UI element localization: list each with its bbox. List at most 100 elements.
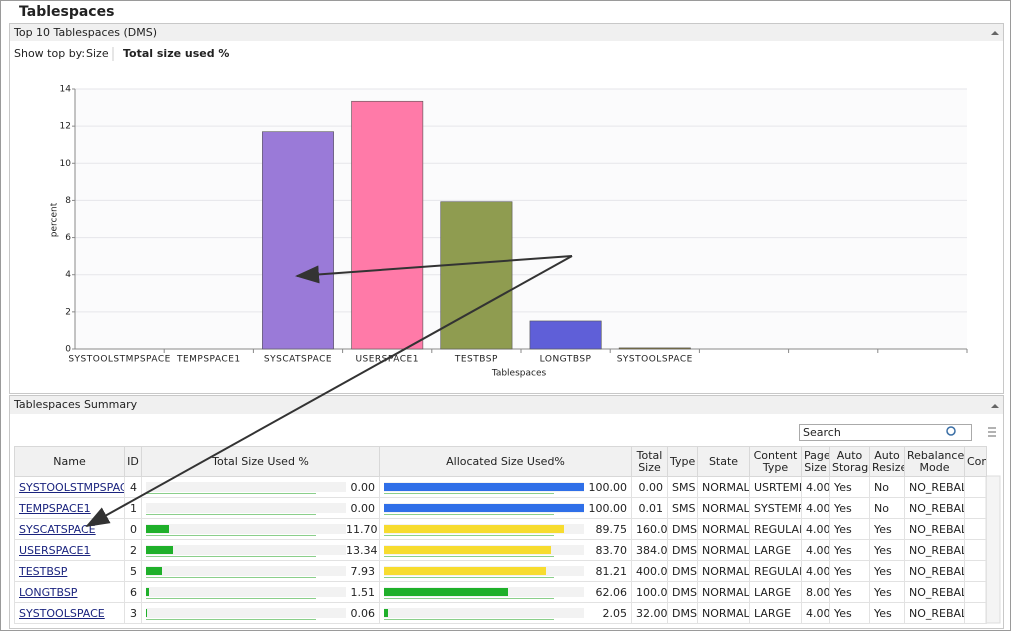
percent-cell: 100.00 (384, 481, 627, 494)
percent-cell: 11.70 (146, 523, 378, 536)
column-header[interactable]: Rebalancer Mode (904, 446, 965, 477)
option-used-pct[interactable]: Total size used % (123, 47, 229, 60)
column-header[interactable]: Con (964, 446, 987, 477)
plot-area (75, 89, 967, 349)
table-cell: 6 (124, 581, 142, 603)
table-cell: TEMPSPACE1 (14, 497, 125, 519)
bar (529, 320, 602, 350)
bar-underline (146, 514, 316, 515)
tablespace-link[interactable]: TESTBSP (19, 564, 68, 578)
percent-value: 81.21 (595, 564, 628, 578)
column-header[interactable]: Total Size Used % (141, 446, 380, 477)
table-cell: Yes (869, 581, 905, 603)
table-cell: 4.00 (801, 560, 830, 582)
bar (262, 131, 334, 350)
column-header[interactable]: Page Size (801, 446, 830, 477)
collapse-icon[interactable] (991, 404, 999, 408)
column-header[interactable]: Total Size (631, 446, 668, 477)
search-box[interactable] (799, 424, 972, 441)
table-cell: 62.06 (379, 581, 632, 603)
bar-track (146, 524, 346, 536)
table-row[interactable]: LONGTBSP 6 1.51 62.06100.00DMSNORMALLARGE8.… (14, 581, 987, 603)
x-tick-label: TESTBSP (454, 355, 498, 365)
allocated-bar (384, 504, 584, 512)
option-size[interactable]: Size (86, 47, 109, 60)
tablespace-link[interactable]: USERSPACE1 (19, 543, 91, 557)
bar-underline (384, 598, 554, 599)
column-header[interactable]: Auto Storage (829, 446, 870, 477)
table-cell: 13.34 (141, 539, 380, 561)
column-chooser[interactable] (988, 427, 996, 437)
table-cell: 0.01 (631, 497, 668, 519)
table-cell: Yes (829, 539, 870, 561)
table-cell: 1.51 (141, 581, 380, 603)
y-tick-label: 6 (65, 233, 71, 243)
tablespace-link[interactable]: SYSCATSPACE (19, 522, 96, 536)
table-cell: Yes (829, 581, 870, 603)
table-row[interactable]: USERSPACE1 2 13.34 83.70384.00DMSNORMALLARG… (14, 539, 987, 561)
table-cell: 1 (124, 497, 142, 519)
bar-underline (146, 556, 316, 557)
table-cell: REGULAR (749, 518, 802, 540)
column-header[interactable]: Allocated Size Used% (379, 446, 632, 477)
table-cell: LONGTBSP (14, 581, 125, 603)
table-cell: Yes (869, 560, 905, 582)
x-tick-label: SYSTOOLSTMPSPACE (68, 355, 171, 365)
percent-cell: 0.00 (146, 481, 375, 494)
table-cell: 4.00 (801, 518, 830, 540)
allocated-bar (384, 525, 564, 533)
percent-cell: 0.00 (146, 502, 375, 515)
bar-track (384, 503, 584, 515)
column-header[interactable]: State (697, 446, 750, 477)
tablespace-link[interactable]: LONGTBSP (19, 585, 78, 599)
summary-table: Name ID Total Size Used % Allocated Size Us… (14, 446, 987, 624)
column-header[interactable]: Auto Resize (869, 446, 905, 477)
percent-value: 83.70 (595, 543, 628, 557)
table-cell: No (869, 476, 905, 498)
percent-value: 0.00 (350, 501, 376, 515)
table-cell: Yes (869, 602, 905, 624)
bar-underline (384, 493, 554, 494)
collapse-icon[interactable] (991, 31, 999, 35)
search-icon[interactable] (946, 426, 956, 436)
table-cell: 4.00 (801, 602, 830, 624)
scrollbar[interactable] (985, 475, 1001, 624)
allocated-bar (384, 567, 547, 575)
table-row[interactable]: SYSTOOLSTMPSPACE 4 0.00 100.00 0.00 SMS NORMAL… (14, 476, 987, 498)
bar-track (146, 566, 346, 578)
table-row[interactable]: SYSCATSPACE 0 11.70 89.75160.00DMSNORMALREG… (14, 518, 987, 540)
tablespace-link[interactable]: TEMPSPACE1 (19, 501, 91, 515)
header-row: Name ID Total Size Used % Allocated Size Us… (14, 446, 987, 477)
table-cell: NO_REBAL (904, 476, 965, 498)
table-cell: NO_REBAL (904, 497, 965, 519)
table-cell: NORMAL (697, 581, 750, 603)
bar-track (146, 587, 346, 599)
percent-cell: 13.34 (146, 544, 378, 557)
table-cell: 4.00 (801, 476, 830, 498)
tablespace-link[interactable]: SYSTOOLSPACE (19, 606, 105, 620)
summary-panel-title: Tablespaces Summary (13, 398, 138, 411)
y-tick-label: 14 (60, 85, 72, 95)
bar-underline (384, 535, 554, 536)
y-tick-label: 4 (65, 270, 71, 280)
table-cell: 32.00 (631, 602, 668, 624)
table-cell: NO_REBAL (904, 518, 965, 540)
bar-underline (146, 535, 316, 536)
table-cell: DMS (667, 602, 698, 624)
column-header[interactable]: Name (14, 446, 125, 477)
table-cell: 0.06 (141, 602, 380, 624)
column-header[interactable]: Content Type (749, 446, 802, 477)
table-cell: NORMAL (697, 539, 750, 561)
table-cell: Yes (829, 497, 870, 519)
table-row[interactable]: SYSTOOLSPACE 3 0.06 2.05 32.00 DMS NORMAL LARGE… (14, 602, 987, 624)
column-header[interactable]: ID (124, 446, 142, 477)
percent-cell: 100.00 (384, 502, 627, 515)
tablespace-link[interactable]: SYSTOOLSTMPSPACE (19, 480, 125, 494)
table-row[interactable]: TEMPSPACE1 1 0.00 100.00 0.01 SMS NORMAL SYSTEM… (14, 497, 987, 519)
percent-value: 0.00 (350, 480, 376, 494)
y-tick-label: 0 (65, 345, 71, 355)
column-header[interactable]: Type (667, 446, 698, 477)
table-cell: 8.00 (801, 581, 830, 603)
table-cell: NORMAL (697, 560, 750, 582)
table-row[interactable]: TESTBSP 5 7.93 81.21400.00DMSNORMALREGULAR4… (14, 560, 987, 582)
